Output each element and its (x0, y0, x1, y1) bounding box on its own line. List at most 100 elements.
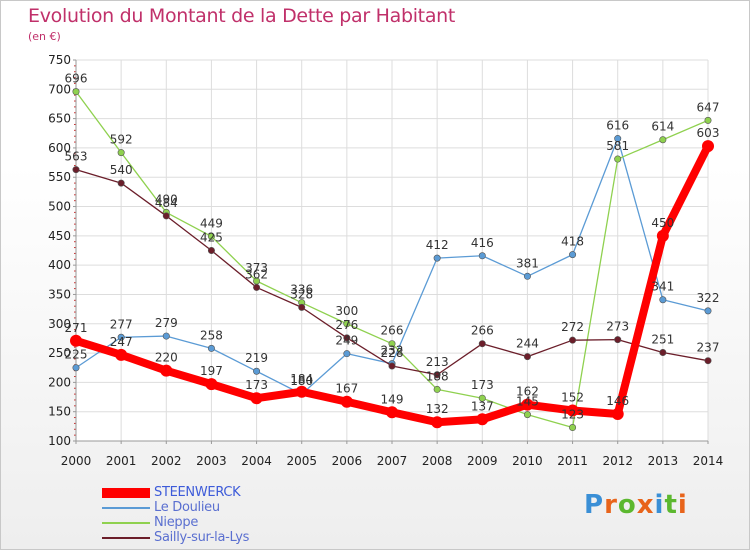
data-point (343, 334, 351, 342)
data-label: 180 (290, 374, 313, 388)
data-point (659, 296, 667, 304)
x-tick-label: 2000 (61, 454, 92, 468)
data-point (569, 251, 577, 259)
data-point (117, 149, 125, 157)
data-label: 418 (561, 235, 584, 249)
chart-unit-label: (en €) (28, 30, 61, 43)
legend-label: Sailly-sur-la-Lys (154, 530, 250, 545)
data-point (614, 336, 622, 344)
y-tick-label: 100 (48, 434, 71, 448)
data-point (659, 136, 667, 144)
data-label: 603 (697, 126, 720, 140)
data-label: 271 (65, 321, 88, 335)
data-point (117, 333, 125, 341)
data-point (160, 364, 173, 377)
data-label: 336 (290, 283, 313, 297)
logo-letter: t (664, 490, 678, 520)
data-label: 592 (110, 133, 133, 147)
data-label: 362 (245, 267, 268, 281)
data-label: 616 (606, 119, 629, 133)
data-point (523, 272, 531, 280)
logo-letter: i (654, 490, 665, 520)
data-label: 237 (697, 341, 720, 355)
logo-letter: r (604, 490, 618, 520)
data-point (250, 392, 263, 405)
data-label: 341 (651, 280, 674, 294)
data-point (298, 303, 306, 311)
data-label: 412 (426, 238, 449, 252)
data-label: 266 (471, 324, 494, 338)
data-point (72, 166, 80, 174)
y-tick-label: 350 (48, 287, 71, 301)
data-point (704, 357, 712, 365)
data-label: 266 (381, 324, 404, 338)
data-point (433, 371, 441, 379)
data-point (70, 334, 82, 347)
data-label: 300 (335, 304, 358, 318)
y-tick-label: 400 (48, 258, 71, 272)
data-label: 145 (516, 395, 539, 409)
y-tick-label: 300 (48, 317, 71, 331)
data-label: 540 (110, 163, 133, 177)
data-label: 563 (65, 150, 88, 164)
data-point (478, 394, 486, 402)
data-label: 647 (697, 100, 720, 114)
data-point (295, 385, 308, 398)
x-tick-label: 2002 (151, 454, 182, 468)
x-tick-label: 2010 (512, 454, 543, 468)
data-label: 152 (561, 391, 584, 405)
data-point (614, 155, 622, 163)
data-label: 213 (426, 355, 449, 369)
data-point (207, 344, 215, 352)
data-point (433, 385, 441, 393)
y-tick-label: 600 (48, 141, 71, 155)
data-point (523, 411, 531, 419)
x-tick-label: 2005 (286, 454, 317, 468)
data-point (704, 116, 712, 124)
y-tick-label: 450 (48, 229, 71, 243)
data-point (343, 320, 351, 328)
x-tick-label: 2009 (467, 454, 498, 468)
x-tick-label: 2014 (693, 454, 724, 468)
data-point (207, 247, 215, 255)
data-label: 614 (651, 120, 674, 134)
x-tick-label: 2011 (557, 454, 588, 468)
data-point (656, 229, 669, 242)
data-label: 490 (155, 192, 178, 206)
data-point (521, 398, 534, 411)
data-point (162, 332, 170, 340)
data-label: 173 (471, 378, 494, 392)
data-point (702, 140, 714, 153)
x-tick-label: 2004 (241, 454, 272, 468)
data-label: 123 (561, 408, 584, 422)
x-tick-label: 2007 (377, 454, 408, 468)
x-tick-label: 2006 (332, 454, 363, 468)
logo-letter: P (584, 490, 605, 520)
data-label: 381 (516, 256, 539, 270)
legend-swatch (102, 507, 150, 509)
data-label: 276 (335, 318, 358, 332)
data-point (431, 416, 444, 429)
y-tick-label: 650 (48, 112, 71, 126)
data-point (433, 254, 441, 262)
x-tick-label: 2003 (196, 454, 227, 468)
data-point (569, 424, 577, 432)
data-label: 228 (381, 346, 404, 360)
legend-label: STEENWERCK (154, 485, 241, 500)
data-point (388, 340, 396, 348)
data-point (523, 353, 531, 361)
data-label: 188 (426, 369, 449, 383)
data-label: 425 (200, 231, 223, 245)
legend-label: Nieppe (154, 515, 199, 530)
chart-title: Evolution du Montant de la Dette par Hab… (28, 5, 456, 27)
legend-swatch (102, 537, 150, 539)
x-tick-label: 2008 (422, 454, 453, 468)
y-tick-label: 250 (48, 346, 71, 360)
series-steenwerck (70, 140, 714, 429)
data-label: 219 (245, 351, 268, 365)
data-label: 484 (155, 196, 178, 210)
data-label: 137 (471, 399, 494, 413)
data-label: 450 (651, 216, 674, 230)
data-point (253, 283, 261, 291)
